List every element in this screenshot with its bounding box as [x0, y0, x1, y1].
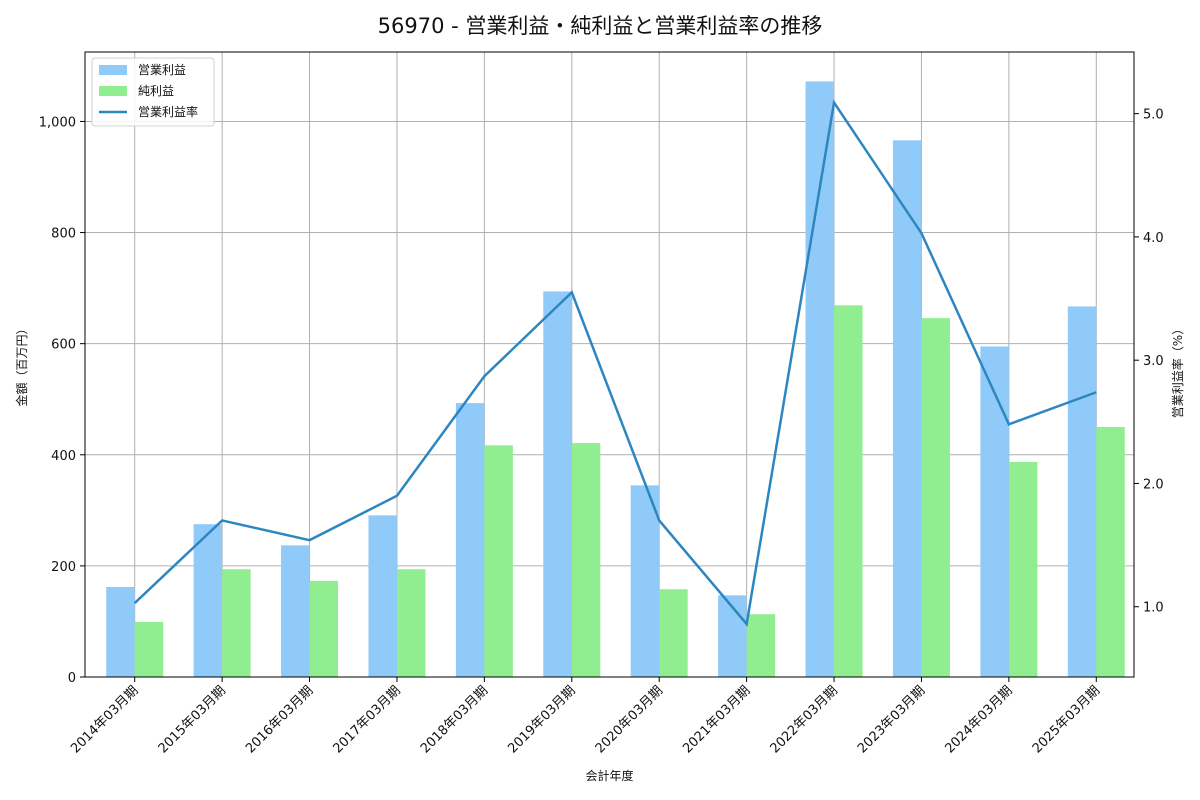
- bar-net-profit: [746, 614, 776, 677]
- legend-swatch-0: [99, 65, 127, 75]
- bar-net-profit: [921, 318, 950, 677]
- bar-operating-profit: [892, 140, 922, 678]
- y-axis-title: 金額（百万円）: [14, 322, 29, 406]
- x-tick-label: 2018年03月期: [418, 683, 491, 756]
- bar-operating-profit: [980, 346, 1009, 677]
- x-tick-label: 2014年03月期: [68, 683, 141, 756]
- bar-net-profit: [309, 580, 339, 677]
- y2-tick-label: 5.0: [1143, 108, 1164, 123]
- x-tick-label: 2020年03月期: [593, 683, 666, 756]
- bar-net-profit: [396, 569, 426, 677]
- bar-net-profit: [834, 305, 863, 677]
- plot-frame: [84, 51, 1135, 678]
- bar-operating-profit: [543, 291, 572, 677]
- y-tick-label: 800: [51, 227, 76, 242]
- line-operating-margin: [133, 99, 1097, 627]
- bar-operating-profit: [368, 515, 397, 677]
- bar-net-profit: [484, 445, 513, 677]
- bar-operating-profit: [630, 485, 660, 677]
- x-tick-label: 2019年03月期: [505, 683, 578, 756]
- x-tick-label: 2022年03月期: [768, 683, 841, 756]
- y2-tick-label: 3.0: [1143, 354, 1164, 369]
- bar-operating-profit: [455, 403, 485, 677]
- legend-label: 純利益: [138, 84, 174, 98]
- x-tick-label: 2016年03月期: [243, 683, 316, 756]
- x-tick-label: 2023年03月期: [855, 683, 928, 756]
- x-axis-title: 会計年度: [585, 768, 633, 783]
- y2-tick-label: 4.0: [1143, 231, 1164, 246]
- bar-net-profit: [571, 443, 601, 677]
- bar-operating-profit: [106, 587, 135, 677]
- chart-title: 56970 - 営業利益・純利益と営業利益率の推移: [377, 14, 823, 38]
- y2-tick-label: 2.0: [1143, 477, 1164, 492]
- y2-tick-label: 1.0: [1143, 601, 1164, 616]
- x-tick-label: 2015年03月期: [156, 683, 229, 756]
- y-tick-label: 200: [51, 560, 76, 575]
- x-tick-label: 2024年03月期: [942, 683, 1015, 756]
- legend-label: 営業利益: [138, 63, 186, 77]
- x-tick-label: 2017年03月期: [331, 683, 404, 756]
- y2-axis-title: 営業利益率（%）: [1170, 323, 1185, 418]
- y-tick-label: 400: [51, 449, 76, 464]
- legend-swatch-1: [99, 86, 127, 96]
- y-tick-label: 0: [68, 671, 76, 686]
- bar-operating-profit: [1067, 306, 1097, 677]
- bar-net-profit: [222, 569, 251, 677]
- bar-net-profit: [134, 622, 164, 677]
- legend-label: 営業利益率: [138, 104, 198, 119]
- bar-operating-profit: [193, 524, 223, 677]
- y-tick-label: 600: [51, 338, 76, 353]
- bar-operating-profit: [805, 81, 835, 677]
- x-tick-label: 2021年03月期: [680, 683, 753, 756]
- x-tick-label: 2025年03月期: [1030, 683, 1103, 756]
- bar-operating-profit: [281, 545, 310, 677]
- y-tick-label: 1,000: [39, 115, 76, 130]
- bar-net-profit: [659, 589, 688, 677]
- bar-net-profit: [1096, 427, 1125, 677]
- bar-net-profit: [1008, 462, 1038, 677]
